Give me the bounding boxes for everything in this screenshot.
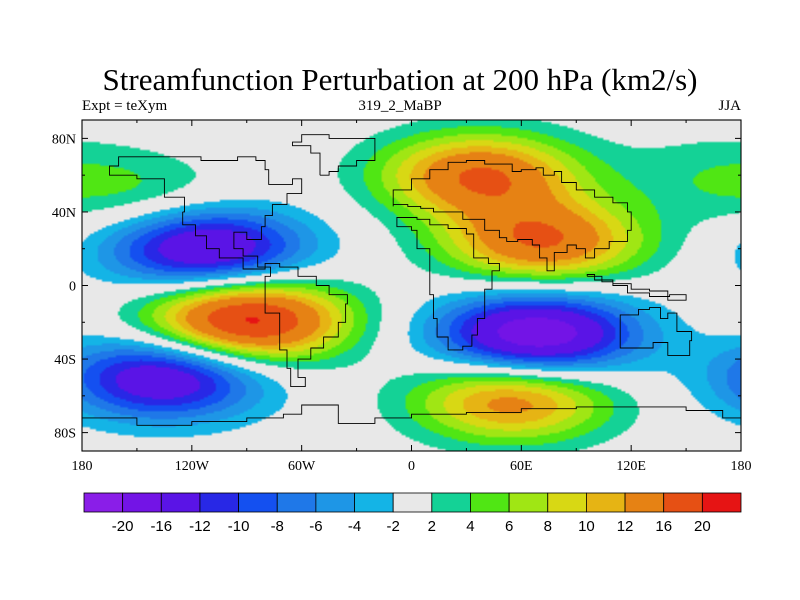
colorbar-label: 20 [694,518,711,535]
center-string: 319_2_MaBP [358,98,442,114]
left-string: Expt = teXym [82,98,168,114]
colorbar-swatch [315,492,355,513]
map-layer [82,120,741,451]
colorbar-swatch [547,492,587,513]
colorbar-swatch [392,492,433,513]
colorbar-swatch [199,492,239,513]
colorbar-label: -4 [348,518,361,535]
colorbar-label: -20 [112,518,134,535]
colorbar-swatch [624,492,665,513]
y-tick-label: 40N [52,206,76,221]
colorbar-swatch [586,492,626,513]
colorbar-label: -16 [150,518,172,535]
coastline [82,134,741,426]
colorbar-label: 12 [617,518,634,535]
y-tick-label: 80S [54,427,76,442]
x-tick-label: 60W [288,459,316,474]
colorbar-swatch [470,492,510,513]
x-tick-label: 120E [616,459,646,474]
colorbar-label: 6 [505,518,513,535]
colorbar-label: 2 [428,518,436,535]
colorbar-label: -10 [228,518,250,535]
x-tick-label: 120W [175,459,210,474]
colorbar-swatch [83,492,124,513]
colorbar-label: -12 [189,518,211,535]
colorbar-swatch [663,492,703,513]
axes: 180 120W 60W 0 60E 120E 180 80N 40N 0 40S 80S [52,120,752,474]
colorbar-swatch [160,492,201,513]
colorbar-label: -6 [309,518,322,535]
y-tick-label: 80N [52,132,76,147]
colorbar-label: 10 [578,518,595,535]
x-tick-label: 60E [510,459,533,474]
colorbar-label: 8 [544,518,552,535]
y-tick-label: 40S [54,353,76,368]
colorbar-label: 16 [655,518,672,535]
streamfunction-field [82,120,741,451]
colorbar-label: 4 [466,518,474,535]
colorbar-swatch [354,492,394,513]
colorbar-label: -8 [271,518,284,535]
x-tick-label: 180 [72,459,93,474]
colorbar-swatch [122,492,162,513]
colorbar-swatch [431,492,471,513]
colorbar: -20 -16 -12 -10 -8 -6 -4 -2 2 4 6 8 10 12 16 20 [83,492,742,535]
colorbar-swatch [701,492,742,513]
colorbar-label: -2 [387,518,400,535]
x-tick-label: 0 [408,459,415,474]
right-string: JJA [718,98,741,114]
y-tick-label: 0 [69,280,76,295]
colorbar-swatch [508,492,549,513]
colorbar-swatch [276,492,317,513]
x-tick-label: 180 [731,459,752,474]
colorbar-swatch [238,492,278,513]
chart-title: Streamfunction Perturbation at 200 hPa (… [102,62,698,97]
